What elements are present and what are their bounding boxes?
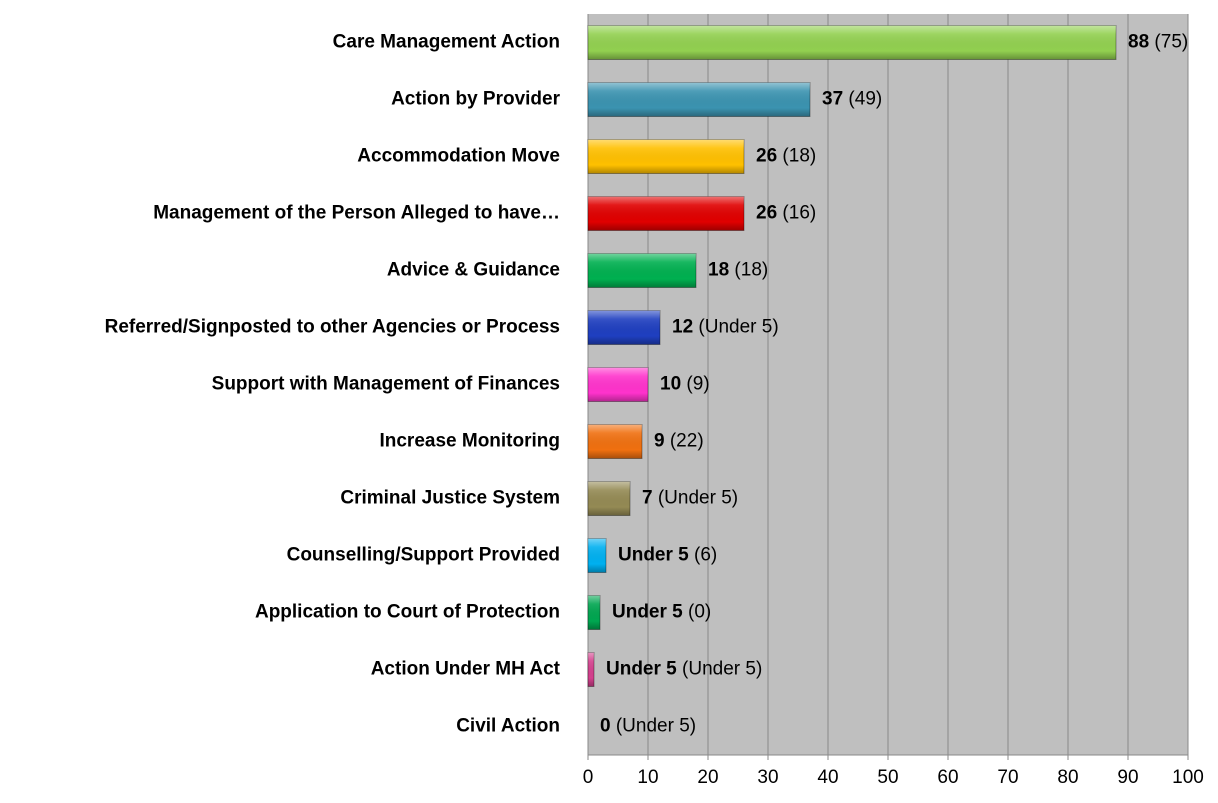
value-label-comparison: (0) <box>688 602 711 623</box>
value-label-main: 10 <box>660 374 681 395</box>
x-tick-label: 100 <box>1172 767 1204 788</box>
value-label: Under 5 (6) <box>618 545 717 566</box>
bar-shine <box>588 424 642 459</box>
bar-shine <box>588 196 744 231</box>
value-label-comparison: (16) <box>782 203 816 224</box>
y-tick-label: Referred/Signposted to other Agencies or… <box>105 317 560 338</box>
value-label: 37 (49) <box>822 89 882 110</box>
y-tick-label: Management of the Person Alleged to have… <box>153 203 560 224</box>
x-tick-label: 90 <box>1117 767 1138 788</box>
value-label: 10 (9) <box>660 374 710 395</box>
value-label-comparison: (18) <box>782 146 816 167</box>
value-label-main: 26 <box>756 203 777 224</box>
value-label-main: 0 <box>600 716 611 737</box>
value-label: 12 (Under 5) <box>672 317 779 338</box>
value-label-comparison: (75) <box>1154 32 1188 53</box>
value-label-main: 12 <box>672 317 693 338</box>
value-label-comparison: (Under 5) <box>658 488 738 509</box>
bar-shine <box>588 253 696 288</box>
x-tick-label: 80 <box>1057 767 1078 788</box>
value-label: 7 (Under 5) <box>642 488 738 509</box>
value-label-comparison: (18) <box>734 260 768 281</box>
bar-shine <box>588 595 600 630</box>
x-tick-label: 30 <box>757 767 778 788</box>
y-tick-label: Care Management Action <box>333 32 560 53</box>
value-label: 9 (22) <box>654 431 704 452</box>
value-label-main: 9 <box>654 431 665 452</box>
x-tick-label: 0 <box>583 767 594 788</box>
bar-shine <box>588 481 630 516</box>
value-label-comparison: (22) <box>670 431 704 452</box>
y-tick-label: Application to Court of Protection <box>255 602 560 623</box>
x-tick-label: 10 <box>637 767 658 788</box>
y-tick-label: Counselling/Support Provided <box>287 545 560 566</box>
bar-shine <box>588 367 648 402</box>
value-label-main: 18 <box>708 260 729 281</box>
value-label: 18 (18) <box>708 260 768 281</box>
value-label: 26 (18) <box>756 146 816 167</box>
x-tick-label: 50 <box>877 767 898 788</box>
value-label-main: Under 5 <box>618 545 689 566</box>
bar-shine <box>588 82 810 117</box>
y-tick-label: Advice & Guidance <box>387 260 560 281</box>
bar-shine <box>588 538 606 573</box>
value-label-comparison: (49) <box>848 89 882 110</box>
value-label: 88 (75) <box>1128 32 1188 53</box>
y-tick-label: Action by Provider <box>391 89 561 110</box>
y-tick-label: Civil Action <box>456 716 560 737</box>
bar-shine <box>588 310 660 345</box>
x-tick-label: 70 <box>997 767 1018 788</box>
value-label-main: Under 5 <box>612 602 683 623</box>
value-label-comparison: (Under 5) <box>698 317 778 338</box>
value-label-comparison: (6) <box>694 545 717 566</box>
value-label: 0 (Under 5) <box>600 716 696 737</box>
value-label-main: Under 5 <box>606 659 677 680</box>
y-tick-label: Criminal Justice System <box>340 488 560 509</box>
bar-shine <box>588 652 594 687</box>
x-tick-label: 40 <box>817 767 838 788</box>
value-label: Under 5 (0) <box>612 602 711 623</box>
y-tick-label: Action Under MH Act <box>371 659 561 680</box>
value-label-main: 7 <box>642 488 653 509</box>
value-label: Under 5 (Under 5) <box>606 659 762 680</box>
y-tick-label: Support with Management of Finances <box>212 374 560 395</box>
value-label: 26 (16) <box>756 203 816 224</box>
y-tick-label: Increase Monitoring <box>379 431 560 452</box>
y-tick-label: Accommodation Move <box>357 146 560 167</box>
value-label-main: 88 <box>1128 32 1149 53</box>
value-label-comparison: (Under 5) <box>682 659 762 680</box>
value-label-main: 37 <box>822 89 843 110</box>
value-label-main: 26 <box>756 146 777 167</box>
x-tick-label: 20 <box>697 767 718 788</box>
bar-shine <box>588 139 744 174</box>
bar-shine <box>588 25 1116 60</box>
value-label-comparison: (Under 5) <box>616 716 696 737</box>
x-tick-label: 60 <box>937 767 958 788</box>
value-label-comparison: (9) <box>686 374 709 395</box>
